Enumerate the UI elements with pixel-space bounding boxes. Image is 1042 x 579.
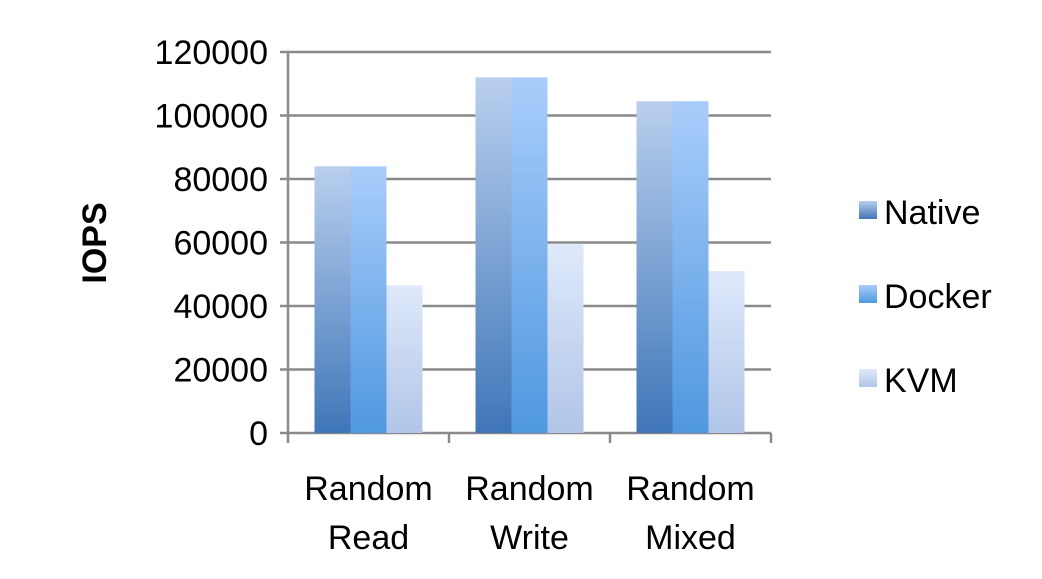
legend-label-docker: Docker: [884, 278, 992, 316]
x-category-label: Random: [626, 470, 755, 508]
legend-swatch-docker: [859, 285, 877, 303]
tick-labels: 0 20000 40000 60000 80000 100000 120000 Random R…: [155, 34, 755, 557]
y-tick-label: 40000: [173, 288, 268, 326]
y-tick-label: 60000: [173, 225, 268, 263]
legend-label-kvm: KVM: [884, 362, 958, 400]
x-category-label: Mixed: [645, 519, 736, 557]
x-category-label: Random: [465, 470, 594, 508]
y-tick-label: 0: [249, 415, 268, 453]
bar-native-2: [636, 101, 673, 434]
bar-docker-1: [511, 77, 548, 434]
legend: Native Docker KVM: [859, 194, 992, 400]
legend-label-native: Native: [884, 194, 980, 232]
bar-docker-0: [350, 166, 387, 434]
y-tick-label: 120000: [155, 34, 268, 72]
y-tick-label: 80000: [173, 161, 268, 199]
y-tick-label: 20000: [173, 352, 268, 390]
x-category-label: Random: [304, 470, 433, 508]
y-axis-title: IOPS: [76, 202, 114, 283]
x-category-label: Read: [328, 519, 409, 557]
bar-kvm-0: [386, 285, 423, 433]
bar-native-1: [475, 77, 512, 434]
bars: [314, 77, 745, 434]
x-category-label: Write: [490, 519, 569, 557]
bar-docker-2: [672, 101, 709, 434]
bar-native-0: [314, 166, 351, 434]
legend-swatch-native: [859, 201, 877, 219]
bar-kvm-2: [708, 271, 745, 433]
y-tick-label: 100000: [155, 98, 268, 136]
legend-swatch-kvm: [859, 369, 877, 387]
bar-kvm-1: [547, 244, 584, 433]
